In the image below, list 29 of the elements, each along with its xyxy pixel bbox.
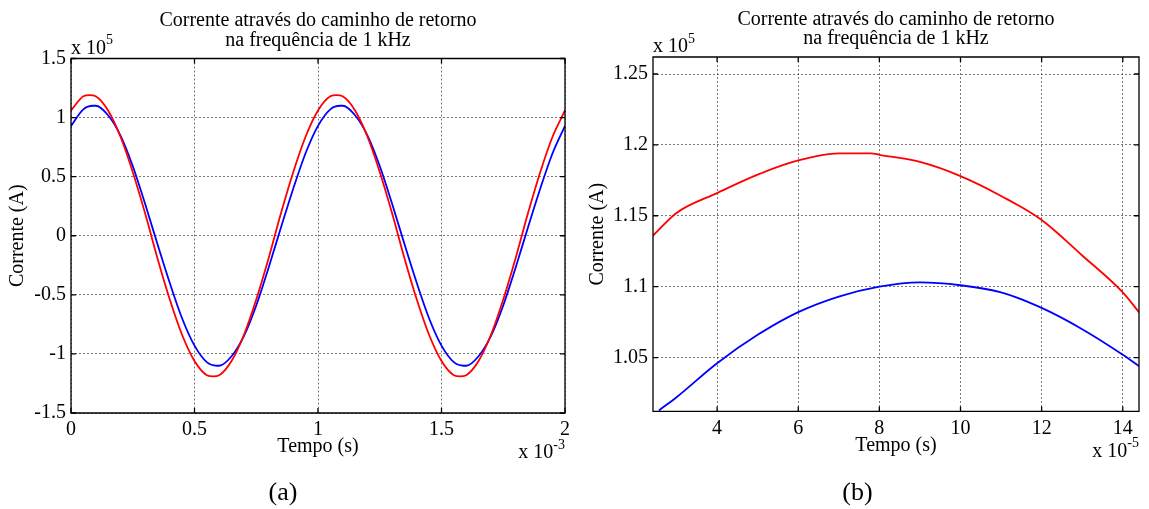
x-tick-label: 8 [874, 415, 885, 438]
y-tick-label: 1.1 [623, 273, 648, 296]
chart-title: Corrente através do caminho de retorno na frequência de 1 kHz [737, 6, 1055, 50]
text: (b) [842, 476, 873, 506]
text: (a) [268, 476, 298, 506]
x-tick-label: 2 [560, 417, 570, 440]
y-tick-label: 1.15 [613, 203, 648, 226]
x-tick-label: 14 [1112, 415, 1133, 438]
y-tick-label: 1.05 [613, 344, 648, 367]
x-tick-label: 12 [1031, 415, 1052, 438]
y-tick-label: 1.25 [613, 61, 648, 84]
x-tick-label: 1.5 [429, 417, 454, 440]
y-axis-title: Corrente (A) [5, 184, 29, 288]
y-tick-label: 1.5 [41, 45, 66, 68]
x-tick-label: 10 [950, 415, 971, 438]
y-tick-label: -1 [49, 341, 66, 364]
y-tick-label: 1.2 [623, 132, 648, 155]
y-tick-label: -1.5 [34, 400, 66, 423]
y-tick-label: -0.5 [34, 282, 66, 305]
y-tick-label: 0 [56, 223, 66, 245]
y-tick-label: 0.5 [41, 163, 66, 186]
x-tick-label: 0.5 [182, 417, 207, 440]
x-tick-label: 4 [712, 415, 723, 438]
y-tick-label: 1 [56, 104, 66, 127]
y-axis-title: Corrente (A) [585, 182, 609, 286]
line-series [653, 152, 1139, 314]
line-series [658, 281, 1139, 411]
chart-title: Corrente através do caminho de retorno na frequência de 1 kHz [159, 8, 477, 51]
x-tick-label: 6 [793, 415, 804, 438]
